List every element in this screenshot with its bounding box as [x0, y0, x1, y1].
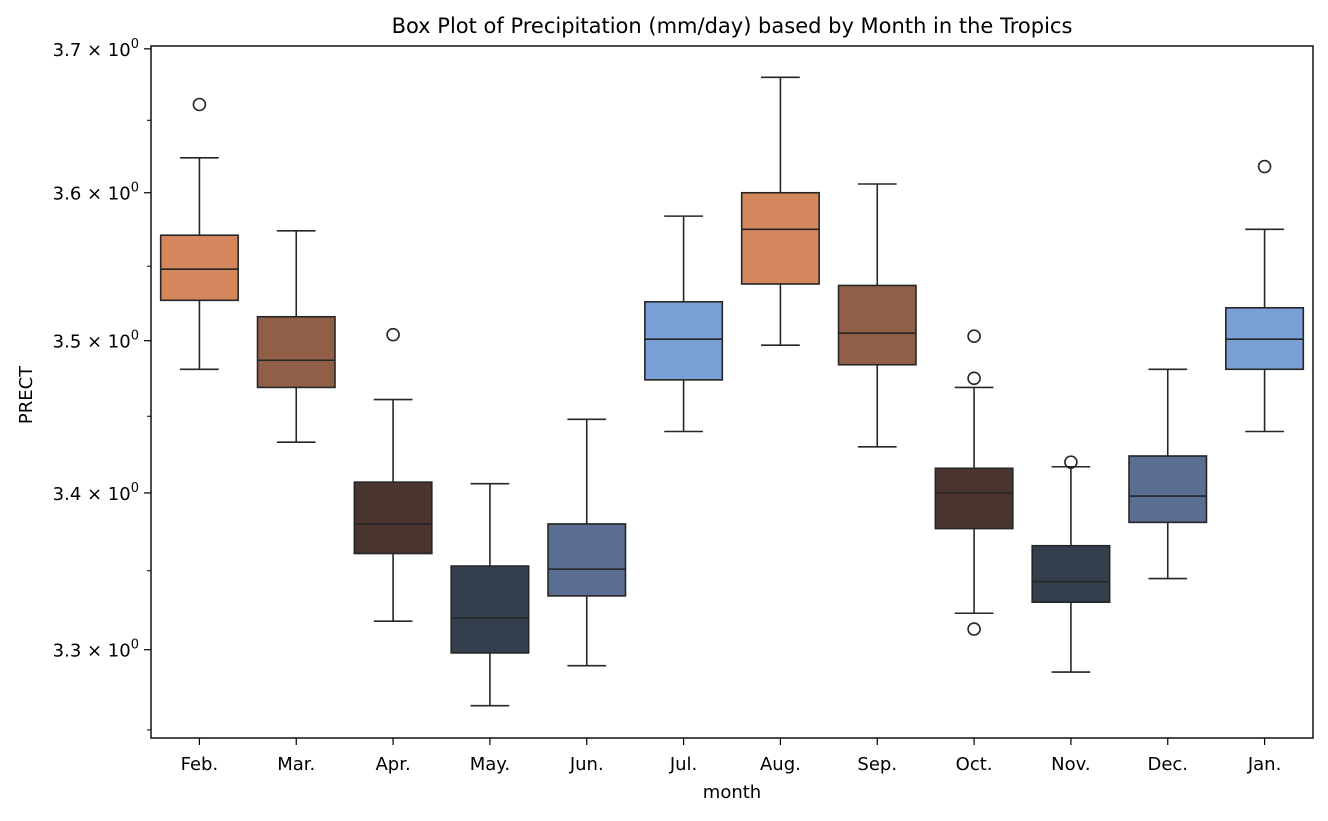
outlier-point [192, 97, 207, 112]
outlier-point [967, 371, 981, 386]
x-tick-label: Jan. [1247, 754, 1281, 775]
y-tick-label: 3.7 × 100 [53, 37, 139, 61]
y-tick-label: 3.4 × 100 [53, 481, 139, 505]
box-iqr [934, 467, 1014, 530]
box-group-jul [644, 215, 724, 433]
box-iqr [256, 315, 336, 389]
x-tick-label: Jun. [569, 754, 604, 775]
x-tick-label: Feb. [181, 754, 219, 775]
box-iqr [740, 191, 820, 285]
box-iqr [450, 565, 530, 654]
x-tick-label: Aug. [760, 754, 801, 775]
x-axis-label: month [703, 782, 761, 803]
box-group-dec [1128, 368, 1208, 580]
y-tick-label: 3.6 × 100 [53, 181, 139, 205]
box-iqr [644, 301, 724, 381]
box-group-may [450, 482, 530, 707]
box-group-nov [1031, 455, 1111, 673]
outlier-point [967, 622, 981, 636]
x-tick-label: Apr. [375, 754, 410, 775]
box-group-mar [256, 230, 336, 444]
x-tick-label: Jul. [669, 754, 697, 775]
outlier-point [1257, 159, 1272, 174]
x-tick-label: Nov. [1051, 754, 1090, 775]
plot-frame [150, 45, 1314, 739]
y-tick-label: 3.5 × 100 [53, 329, 139, 353]
y-axis-label: PRECT [16, 365, 37, 424]
box-iqr [353, 481, 433, 555]
outlier-point [967, 329, 981, 343]
box-group-apr [353, 327, 433, 622]
box-group-jun [547, 418, 627, 667]
box-iqr [1031, 544, 1111, 603]
x-tick-label: May. [470, 754, 510, 775]
outlier-point [386, 327, 400, 342]
chart-title: Box Plot of Precipitation (mm/day) based… [392, 14, 1073, 38]
axes: Feb. Mar. Apr. May. Jun. Jul. Aug. Sep. Oct. Nov.… [53, 37, 1314, 775]
box-group-sep [837, 183, 917, 448]
box-iqr [837, 284, 917, 366]
x-tick-label: Oct. [956, 754, 993, 775]
box-iqr [159, 234, 239, 302]
y-tick-label: 3.3 × 100 [53, 638, 139, 662]
plot-area [159, 76, 1305, 707]
box-group-oct [934, 329, 1014, 636]
box-group-aug [740, 76, 820, 346]
box-group-jan [1225, 159, 1305, 433]
outlier-point [1064, 455, 1078, 469]
box-iqr [547, 523, 627, 597]
x-tick-label: Sep. [857, 754, 897, 775]
x-tick-label: Dec. [1147, 754, 1188, 775]
box-iqr [1128, 455, 1208, 524]
box-group-feb [159, 97, 239, 371]
x-tick-label: Mar. [277, 754, 315, 775]
